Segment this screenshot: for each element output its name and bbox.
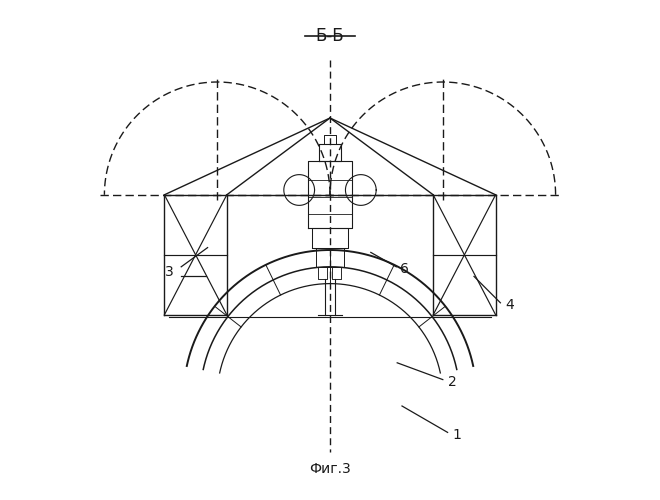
Text: 6: 6	[400, 262, 409, 276]
Text: 1: 1	[453, 428, 461, 442]
Text: Б-Б: Б-Б	[315, 27, 345, 45]
Text: 2: 2	[448, 375, 457, 389]
Text: 4: 4	[506, 298, 514, 312]
Text: 3: 3	[165, 264, 174, 278]
Text: Фиг.3: Фиг.3	[309, 462, 351, 475]
